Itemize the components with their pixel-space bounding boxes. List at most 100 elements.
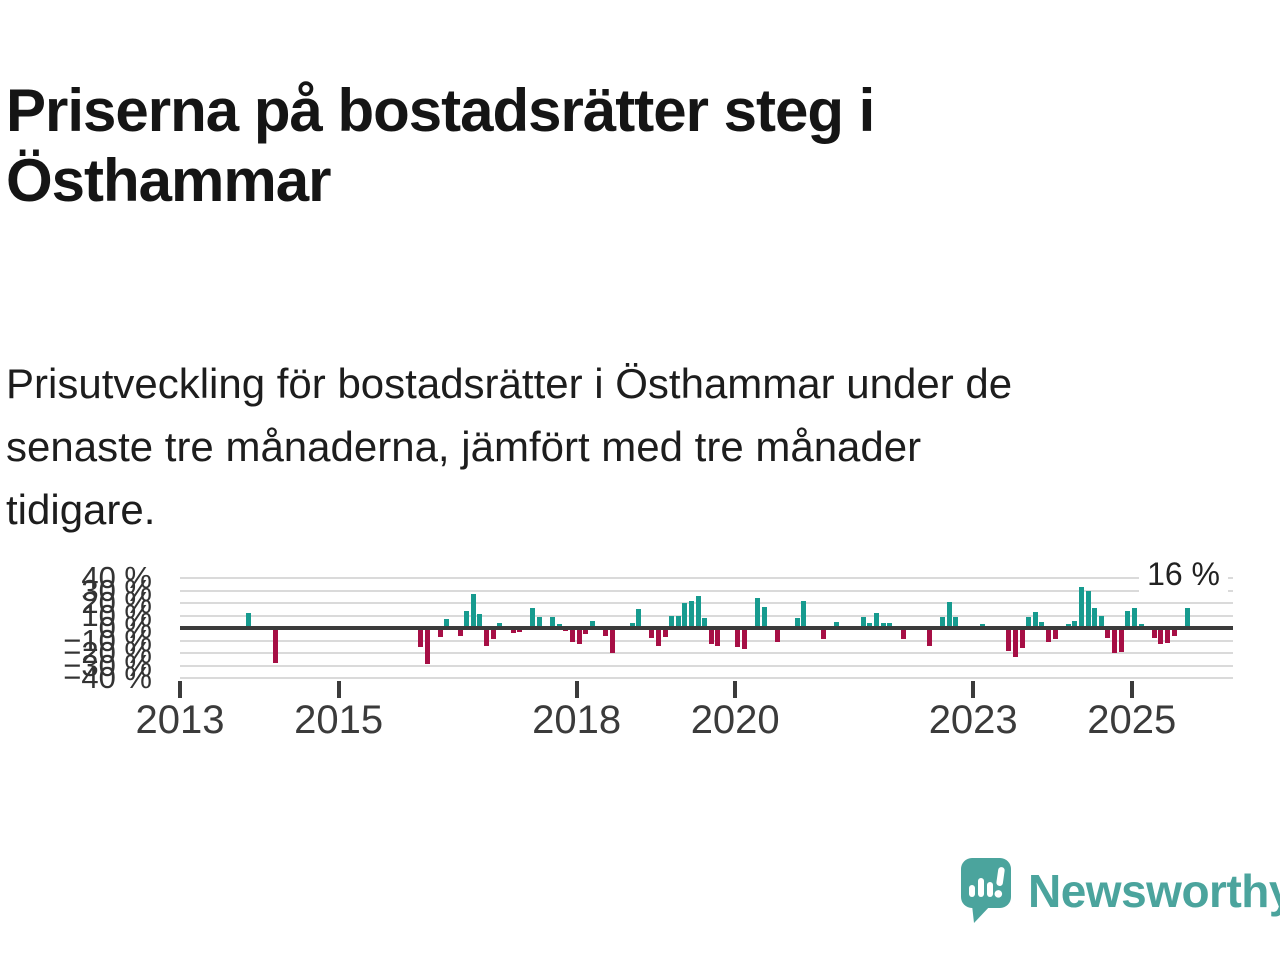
bar xyxy=(629,623,635,628)
gridline xyxy=(180,677,1233,679)
bar xyxy=(477,614,483,628)
bar xyxy=(490,628,496,640)
bar xyxy=(735,628,741,647)
chart-description: Prisutveckling för bostadsrätter i Östha… xyxy=(6,352,1236,541)
bar xyxy=(1085,590,1091,628)
bar xyxy=(708,628,714,645)
gridline xyxy=(180,589,1233,592)
bar xyxy=(821,628,827,640)
bar xyxy=(946,601,952,628)
bar xyxy=(536,616,542,628)
bar xyxy=(246,613,252,628)
bar xyxy=(774,628,780,642)
bar xyxy=(1039,621,1045,628)
bar xyxy=(669,615,675,628)
bar xyxy=(583,628,589,635)
bar xyxy=(649,628,655,638)
bar xyxy=(675,615,681,628)
bar xyxy=(1019,628,1025,648)
bar xyxy=(272,628,278,663)
x-axis-tick xyxy=(336,681,341,698)
bar xyxy=(860,616,866,628)
bar xyxy=(695,595,701,628)
bar xyxy=(1118,628,1124,652)
bar xyxy=(887,623,893,628)
y-axis-label: 10 % xyxy=(81,597,152,633)
bar xyxy=(457,628,463,636)
y-axis-label: −30 % xyxy=(63,647,152,683)
bar xyxy=(900,628,906,640)
bar xyxy=(1105,628,1111,638)
page-title: Priserna på bostadsrätter steg i Östhamm… xyxy=(6,76,1206,216)
bar xyxy=(1112,628,1117,653)
y-axis-label: 40 % xyxy=(81,560,152,595)
bar xyxy=(741,628,747,650)
bar xyxy=(715,628,721,646)
bar xyxy=(682,603,688,628)
bar xyxy=(1012,628,1018,657)
bar xyxy=(1184,608,1190,628)
y-axis-label: 20 % xyxy=(81,585,152,620)
bar xyxy=(1158,628,1164,645)
bar xyxy=(576,628,582,645)
bar xyxy=(874,613,880,628)
bar xyxy=(880,623,886,628)
x-axis-label: 2018 xyxy=(532,698,622,742)
bar xyxy=(801,600,807,628)
x-axis-tick xyxy=(733,681,738,698)
bar xyxy=(794,618,800,628)
page-title-line-2: Östhammar xyxy=(6,147,331,215)
bar xyxy=(424,628,430,665)
bar xyxy=(1052,628,1058,640)
newsworthy-logo-text: Newsworthy xyxy=(1028,865,1280,917)
gridline xyxy=(180,577,1233,579)
last-value-annotation: 16 % xyxy=(1139,554,1228,594)
y-axis-label: −20 % xyxy=(63,635,152,670)
zero-baseline xyxy=(180,626,1233,630)
page-title-line-1: Priserna på bostadsrätter steg i xyxy=(6,77,875,145)
bar xyxy=(570,628,575,642)
bar xyxy=(418,628,423,647)
bar xyxy=(603,628,608,636)
newsworthy-logo-icon xyxy=(961,858,1011,923)
bar xyxy=(530,608,536,628)
bar xyxy=(662,628,668,637)
y-axis-label: −10 % xyxy=(63,622,152,658)
bar xyxy=(867,623,873,628)
bar xyxy=(1151,628,1157,638)
bar xyxy=(1171,628,1177,636)
bar xyxy=(1092,608,1098,628)
description-line-2: senaste tre månaderna, jämfört med tre m… xyxy=(6,423,922,470)
newsworthy-logo: Newsworthy xyxy=(960,856,1280,926)
x-axis-tick xyxy=(1129,681,1134,698)
bar xyxy=(1032,611,1038,628)
x-axis-tick xyxy=(971,681,976,698)
bar xyxy=(510,628,516,633)
bar xyxy=(953,616,959,628)
description-line-3: tidigare. xyxy=(6,486,156,533)
x-axis-tick xyxy=(178,681,182,698)
y-axis-label: 0 % xyxy=(98,610,152,645)
bar xyxy=(444,619,450,628)
bar xyxy=(437,628,443,637)
bar xyxy=(689,600,694,628)
x-axis-label: 2015 xyxy=(294,698,384,742)
gridline xyxy=(180,664,1233,667)
y-axis-label: −40 % xyxy=(63,660,152,695)
bar xyxy=(497,623,503,628)
bar xyxy=(1006,628,1012,651)
bar xyxy=(484,628,490,646)
bar xyxy=(926,628,932,646)
x-axis-tick xyxy=(574,681,579,698)
bar xyxy=(940,616,946,628)
gridline xyxy=(180,602,1233,604)
bar xyxy=(1125,610,1131,628)
gridline xyxy=(180,639,1233,642)
bar xyxy=(609,628,615,653)
x-axis-label: 2020 xyxy=(690,698,780,742)
bar xyxy=(1164,628,1170,643)
bar xyxy=(1131,608,1137,628)
bar xyxy=(589,620,595,628)
bar xyxy=(655,628,661,646)
bar xyxy=(1072,620,1078,628)
